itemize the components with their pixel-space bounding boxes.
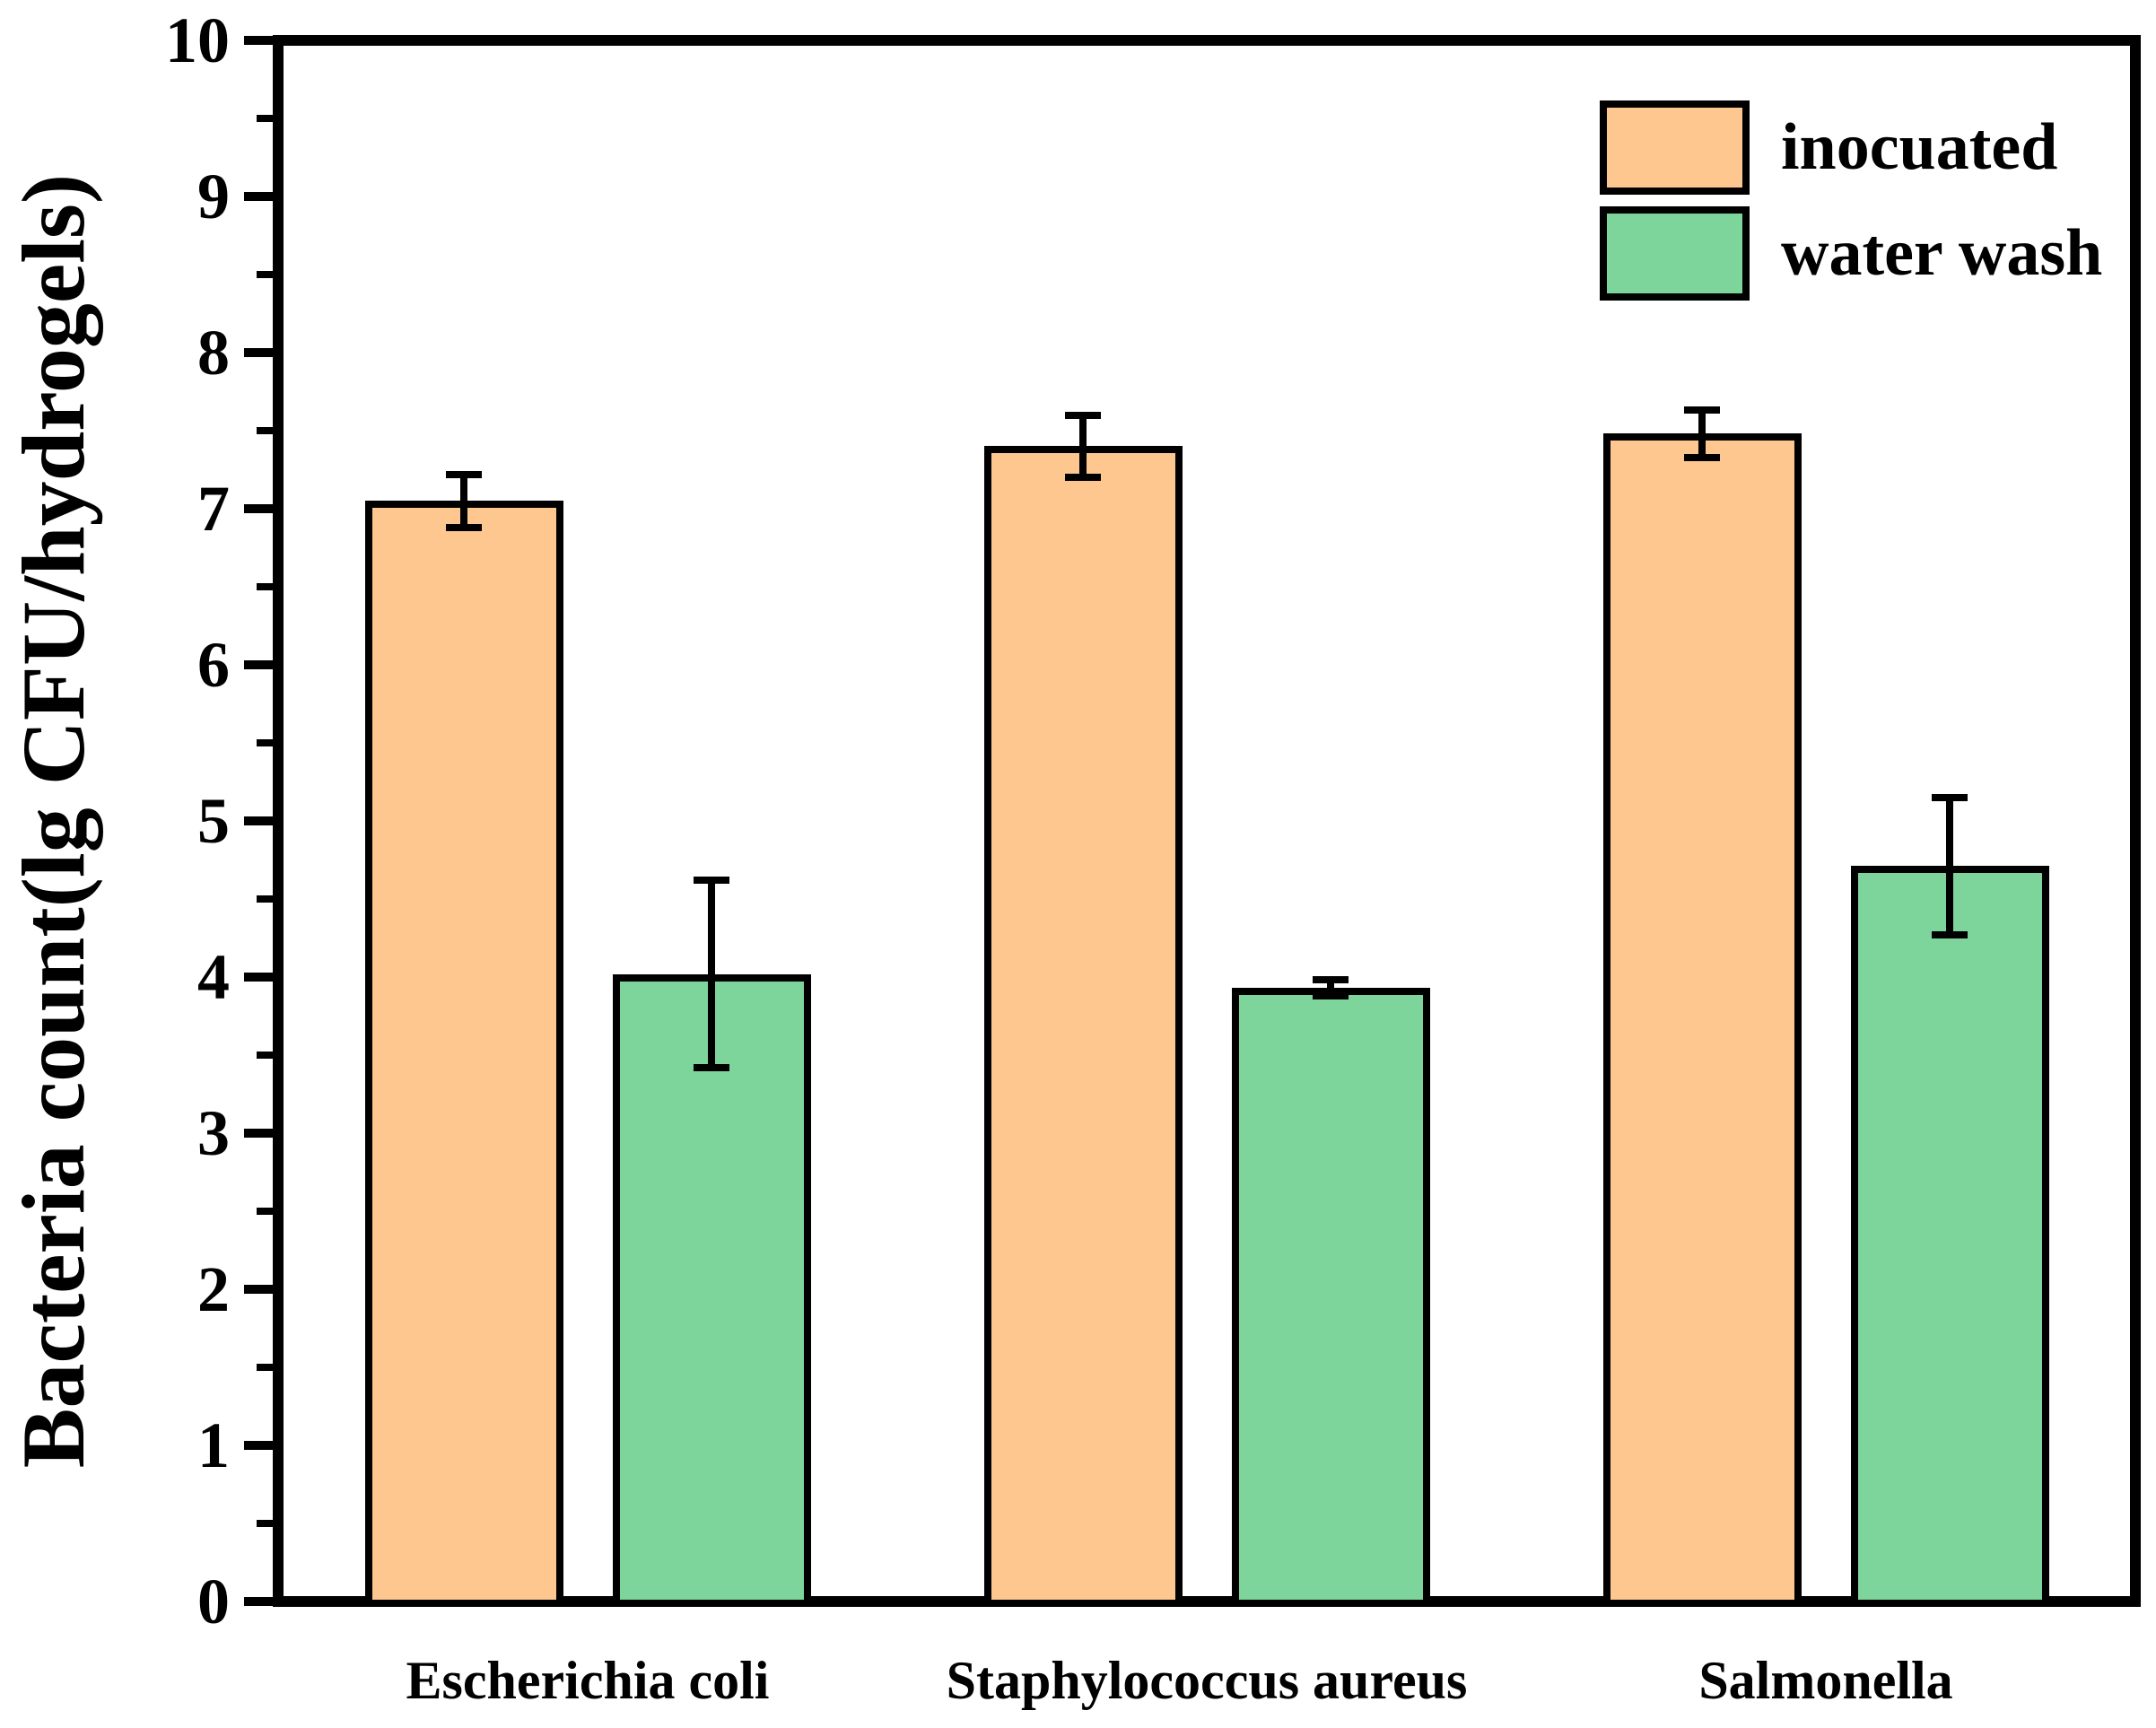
bar-inocuated-salmonella <box>1602 433 1802 1607</box>
error-bar-water-wash-salmonella-stem <box>1946 797 1953 935</box>
y-tick-label-5: 5 <box>197 785 230 857</box>
error-bar-inocuated-escherichia-coli-stem <box>460 474 467 528</box>
error-bar-inocuated-escherichia-coli-cap-bottom <box>446 523 482 531</box>
y-major-tick-2 <box>244 1285 273 1294</box>
y-minor-tick <box>257 739 273 746</box>
legend-label-inocuated: inocuated <box>1781 110 2058 184</box>
y-tick-label-4: 4 <box>197 941 230 1013</box>
y-minor-tick <box>257 271 273 278</box>
y-tick-label-1: 1 <box>197 1409 230 1481</box>
error-bar-water-wash-salmonella-cap-top <box>1932 793 1968 801</box>
y-major-tick-6 <box>244 660 273 669</box>
y-tick-label-6: 6 <box>197 629 230 701</box>
y-minor-tick <box>257 583 273 590</box>
y-tick-label-8: 8 <box>197 317 230 388</box>
y-major-tick-8 <box>244 348 273 357</box>
x-category-label-salmonella: Salmonella <box>1698 1651 1953 1710</box>
error-bar-inocuated-staphylococcus-aureus-cap-bottom <box>1065 474 1101 482</box>
error-bar-inocuated-salmonella-cap-bottom <box>1684 453 1720 461</box>
legend-label-water-wash: water wash <box>1781 216 2103 290</box>
bar-water-wash-salmonella <box>1850 866 2049 1607</box>
bar-inocuated-staphylococcus-aureus <box>983 446 1183 1607</box>
error-bar-water-wash-staphylococcus-aureus-stem <box>1327 980 1334 996</box>
legend-item-water-wash: water wash <box>1600 206 2102 301</box>
error-bar-water-wash-escherichia-coli-cap-top <box>694 877 729 885</box>
error-bar-water-wash-salmonella-cap-bottom <box>1932 931 1968 939</box>
legend: inocuated water wash <box>1600 100 2102 312</box>
y-major-tick-10 <box>244 36 273 45</box>
legend-item-inocuated: inocuated <box>1600 100 2102 195</box>
legend-swatch-inocuated <box>1600 100 1750 195</box>
bar-inocuated-escherichia-coli <box>364 501 563 1607</box>
y-major-tick-9 <box>244 192 273 201</box>
error-bar-inocuated-staphylococcus-aureus-cap-top <box>1065 411 1101 419</box>
y-minor-tick <box>257 1364 273 1371</box>
y-major-tick-1 <box>244 1441 273 1450</box>
y-minor-tick <box>257 1208 273 1215</box>
y-tick-label-3: 3 <box>197 1097 230 1169</box>
x-category-label-escherichia-coli: Escherichia coli <box>406 1651 770 1710</box>
y-major-tick-4 <box>244 973 273 982</box>
error-bar-water-wash-staphylococcus-aureus-cap-bottom <box>1313 991 1349 999</box>
y-minor-tick <box>257 1052 273 1059</box>
y-minor-tick <box>257 1520 273 1527</box>
bar-water-wash-staphylococcus-aureus <box>1231 988 1430 1607</box>
y-minor-tick <box>257 115 273 122</box>
error-bar-inocuated-escherichia-coli-cap-top <box>446 470 482 478</box>
y-minor-tick <box>257 895 273 903</box>
error-bar-inocuated-salmonella-stem <box>1698 410 1706 458</box>
error-bar-inocuated-staphylococcus-aureus-stem <box>1079 415 1087 478</box>
y-tick-label-2: 2 <box>197 1253 230 1325</box>
error-bar-water-wash-staphylococcus-aureus-cap-top <box>1313 976 1349 984</box>
error-bar-water-wash-escherichia-coli-stem <box>708 880 715 1068</box>
y-major-tick-3 <box>244 1129 273 1138</box>
y-tick-label-0: 0 <box>197 1566 230 1637</box>
legend-swatch-water-wash <box>1600 206 1750 301</box>
y-tick-label-9: 9 <box>197 161 230 232</box>
y-minor-tick <box>257 427 273 434</box>
bar-water-wash-escherichia-coli <box>612 973 811 1607</box>
y-tick-label-7: 7 <box>197 473 230 545</box>
error-bar-water-wash-escherichia-coli-cap-bottom <box>694 1063 729 1071</box>
y-major-tick-0 <box>244 1597 273 1606</box>
y-tick-label-10: 10 <box>165 4 230 76</box>
y-major-tick-7 <box>244 504 273 513</box>
y-major-tick-5 <box>244 816 273 825</box>
error-bar-inocuated-salmonella-cap-top <box>1684 406 1720 415</box>
x-category-label-staphylococcus-aureus: Staphylococcus aureus <box>946 1651 1468 1710</box>
